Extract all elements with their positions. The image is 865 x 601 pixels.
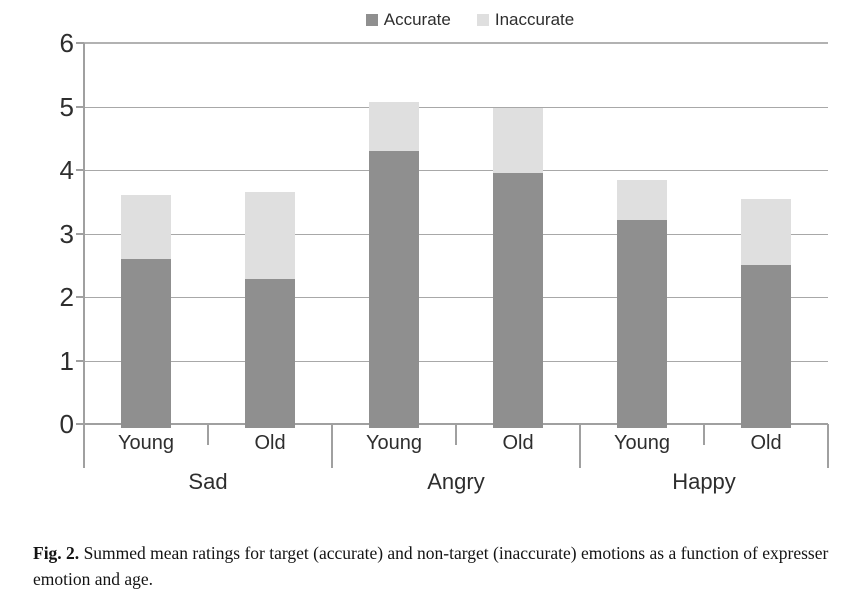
bar-segment-inaccurate [493,108,543,174]
stacked-bar [121,195,171,428]
bar-segment-accurate [121,258,171,428]
x-axis-group-label: Happy [672,469,736,494]
gridline [84,233,828,235]
x-axis-group-label: Angry [427,469,485,494]
x-axis-category-label: Old [502,432,534,454]
y-axis-tick-label: 5 [59,91,74,122]
gridline [84,106,828,108]
bar-segment-inaccurate [741,198,791,265]
stacked-bar [741,198,791,428]
stacked-bar [369,102,419,428]
y-axis-tick [76,359,84,362]
y-axis-tick [76,232,84,235]
x-axis-group-separator [83,424,85,468]
y-axis-tick-label: 3 [59,218,74,249]
y-axis-tick [76,42,84,44]
y-axis-tick-label: 0 [59,409,74,439]
bar-segment-accurate [617,220,667,428]
y-axis-tick [76,105,84,108]
y-axis-tick [76,169,84,171]
bar-segment-accurate [245,279,295,428]
stacked-bar [245,192,295,428]
legend-swatch-icon [476,14,489,26]
x-axis-group-separator [331,424,333,468]
gridline [84,170,828,171]
legend-swatch-icon [365,14,378,26]
bar-segment-accurate [369,150,419,428]
x-axis-category-label: Young [614,432,670,454]
x-axis-group-label: Sad [188,469,228,494]
chart-legend: Accurate Inaccurate [84,8,828,32]
y-axis-tick-label: 4 [59,155,74,185]
bar-segment-inaccurate [369,102,419,151]
y-axis-line [83,43,85,468]
y-axis-tick [76,296,84,298]
bar-segment-inaccurate [617,179,667,221]
stacked-bar [493,108,543,428]
x-axis-category-label: Young [118,432,174,454]
caption-label: Fig. 2. [33,543,80,563]
bar-segment-inaccurate [121,195,171,259]
figure-caption: Fig. 2. Summed mean ratings for target (… [33,540,837,592]
x-axis-category-label: Old [254,432,286,454]
y-axis-tick-label: 2 [59,282,74,312]
y-axis-tick-label: 6 [59,28,74,58]
legend-item-inaccurate: Inaccurate [476,10,575,30]
x-axis-minor-tick [207,424,209,445]
caption-text: Summed mean ratings for target (accurate… [33,543,829,589]
gridline [84,360,828,362]
bar-segment-inaccurate [245,192,295,280]
x-axis-group-separator [579,424,581,468]
gridline [84,42,828,44]
stacked-bar [617,179,667,428]
bar-segment-accurate [741,264,791,428]
x-axis-minor-tick [455,424,457,445]
y-axis-tick-label: 1 [59,345,74,376]
x-axis-category-label: Young [366,432,422,454]
y-axis-tick [76,423,84,425]
legend-label: Accurate [383,10,451,29]
x-axis-minor-tick [703,424,705,445]
x-axis-category-label: Old [750,432,782,454]
x-axis-group-separator [827,424,829,468]
bar-segment-accurate [493,173,543,428]
legend-label: Inaccurate [494,10,575,29]
legend-item-accurate: Accurate [365,10,451,30]
gridline [84,297,828,298]
